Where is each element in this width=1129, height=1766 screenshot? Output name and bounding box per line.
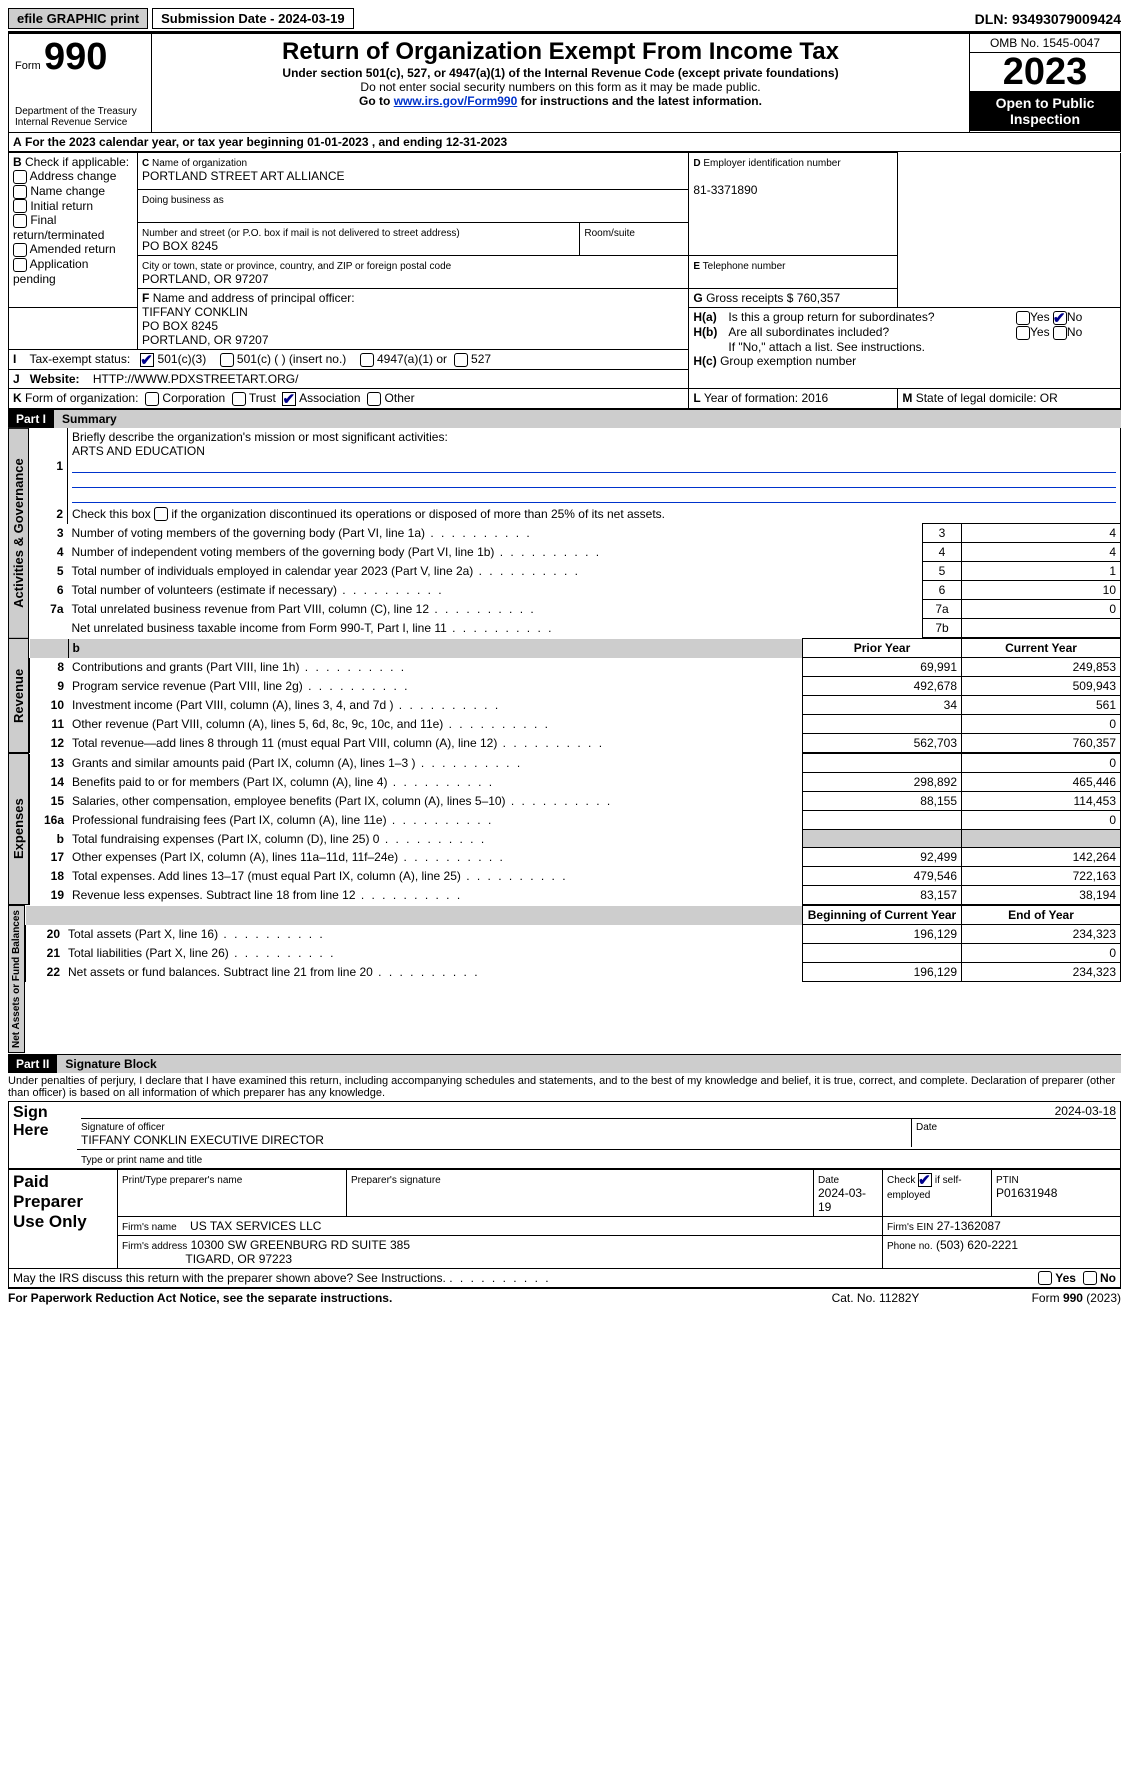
form-title: Return of Organization Exempt From Incom…	[158, 38, 963, 66]
room-lbl: Room/suite	[584, 228, 635, 239]
h-note: If "No," attach a list. See instructions…	[693, 340, 1116, 354]
j-lbl: Website:	[30, 372, 80, 386]
line-a: A For the 2023 calendar year, or tax yea…	[8, 133, 1121, 152]
ha-no[interactable]	[1053, 311, 1067, 325]
chk-amended[interactable]	[13, 243, 27, 257]
tax-year: 2023	[970, 53, 1120, 91]
dba-lbl: Doing business as	[142, 195, 224, 206]
chk-final[interactable]	[13, 214, 27, 228]
k-other[interactable]	[367, 392, 381, 406]
chk-discontinued[interactable]	[154, 507, 168, 521]
i-4947[interactable]	[360, 353, 374, 367]
org-name: PORTLAND STREET ART ALLIANCE	[142, 169, 345, 183]
dept2: Internal Revenue Service	[15, 117, 145, 128]
e-lbl: Telephone number	[703, 261, 786, 272]
subtitle1: Under section 501(c), 527, or 4947(a)(1)…	[158, 66, 963, 80]
ptin: P01631948	[996, 1186, 1057, 1200]
form-header: Form 990 Department of the Treasury Inte…	[8, 33, 1121, 133]
firm-addr2: TIGARD, OR 97223	[185, 1252, 292, 1266]
paid-prep-lbl: Paid Preparer Use Only	[9, 1169, 118, 1268]
goto-pre: Go to	[359, 94, 394, 108]
part2-header: Part II Signature Block	[8, 1054, 1121, 1073]
k-corp[interactable]	[145, 392, 159, 406]
perjury: Under penalties of perjury, I declare th…	[8, 1073, 1121, 1101]
officer-name: TIFFANY CONKLIN	[142, 305, 248, 319]
vlabel-exp: Expenses	[8, 753, 29, 905]
efile-button[interactable]: efile GRAPHIC print	[8, 8, 148, 29]
form-number: 990	[44, 36, 107, 78]
dln: DLN: 93493079009424	[975, 11, 1121, 27]
chk-address-change[interactable]	[13, 170, 27, 184]
summary-section: Activities & Governance 1 Briefly descri…	[8, 428, 1121, 639]
instructions-link[interactable]: www.irs.gov/Form990	[394, 94, 518, 108]
hb-text: Are all subordinates included?	[728, 325, 889, 339]
part1-header: Part I Summary	[8, 409, 1121, 428]
officer-addr: PO BOX 8245	[142, 319, 218, 333]
sign-date: 2024-03-18	[1055, 1104, 1116, 1118]
addr: PO BOX 8245	[142, 239, 218, 253]
domicile: OR	[1040, 391, 1058, 405]
preparer-block: Paid Preparer Use Only Print/Type prepar…	[8, 1169, 1121, 1269]
hb-yes[interactable]	[1016, 326, 1030, 340]
vlabel-net: Net Assets or Fund Balances	[8, 905, 25, 1053]
submission-date: Submission Date - 2024-03-19	[152, 8, 354, 29]
i-lbl: Tax-exempt status:	[29, 352, 130, 366]
subtitle2: Do not enter social security numbers on …	[158, 80, 963, 94]
signature-block: Sign Here 2024-03-18 Signature of office…	[8, 1101, 1121, 1169]
city: PORTLAND, OR 97207	[142, 272, 269, 286]
officer-city: PORTLAND, OR 97207	[142, 333, 269, 347]
firm-name: US TAX SERVICES LLC	[190, 1219, 321, 1233]
s1-l1: Briefly describe the organization's miss…	[72, 430, 448, 444]
addr-lbl: Number and street (or P.O. box if mail i…	[142, 228, 460, 239]
footer: For Paperwork Reduction Act Notice, see …	[8, 1288, 1121, 1305]
k-assoc[interactable]	[282, 392, 296, 406]
l-lbl: Year of formation:	[704, 391, 798, 405]
vlabel-rev: Revenue	[8, 638, 29, 753]
hc-text: Group exemption number	[720, 354, 856, 368]
b-label: Check if applicable:	[25, 155, 129, 169]
g-lbl: Gross receipts $	[706, 291, 793, 305]
discuss-no[interactable]	[1083, 1271, 1097, 1285]
ein: 81-3371890	[693, 183, 757, 197]
firm-addr1: 10300 SW GREENBURG RD SUITE 385	[191, 1238, 410, 1252]
sign-here-lbl: Sign Here	[9, 1101, 78, 1168]
chk-initial[interactable]	[13, 199, 27, 213]
chk-self-emp[interactable]	[918, 1173, 932, 1187]
hb-no[interactable]	[1053, 326, 1067, 340]
vlabel-gov: Activities & Governance	[8, 428, 29, 639]
dept1: Department of the Treasury	[15, 106, 145, 117]
year-formation: 2016	[801, 391, 828, 405]
i-501c[interactable]	[220, 353, 234, 367]
s1-l2: Check this box if the organization disco…	[72, 507, 665, 521]
c-name-lbl: Name of organization	[152, 158, 247, 169]
website: HTTP://WWW.PDXSTREETART.ORG/	[93, 372, 299, 386]
f-lbl: Name and address of principal officer:	[153, 291, 355, 305]
discuss-yes[interactable]	[1038, 1271, 1052, 1285]
gross-receipts: 760,357	[797, 291, 840, 305]
city-lbl: City or town, state or province, country…	[142, 261, 451, 272]
chk-pending[interactable]	[13, 258, 27, 272]
chk-name-change[interactable]	[13, 185, 27, 199]
ha-yes[interactable]	[1016, 311, 1030, 325]
firm-ein: 27-1362087	[937, 1219, 1001, 1233]
k-trust[interactable]	[232, 392, 246, 406]
goto-post: for instructions and the latest informat…	[517, 94, 762, 108]
i-501c3[interactable]	[140, 353, 154, 367]
i-527[interactable]	[454, 353, 468, 367]
form-label: Form	[15, 60, 41, 72]
open-inspection: Open to Public Inspection	[970, 91, 1120, 131]
discuss-row: May the IRS discuss this return with the…	[8, 1269, 1121, 1288]
m-lbl: State of legal domicile:	[916, 391, 1037, 405]
mission: ARTS AND EDUCATION	[72, 444, 205, 458]
officer-sig: TIFFANY CONKLIN EXECUTIVE DIRECTOR	[81, 1133, 324, 1147]
entity-block: B Check if applicable: Address change Na…	[8, 152, 1121, 409]
top-bar: efile GRAPHIC print Submission Date - 20…	[8, 8, 1121, 33]
k-lbl: Form of organization:	[25, 391, 138, 405]
firm-phone: (503) 620-2221	[936, 1238, 1018, 1252]
d-lbl: Employer identification number	[703, 158, 840, 169]
ha-text: Is this a group return for subordinates?	[728, 310, 934, 324]
